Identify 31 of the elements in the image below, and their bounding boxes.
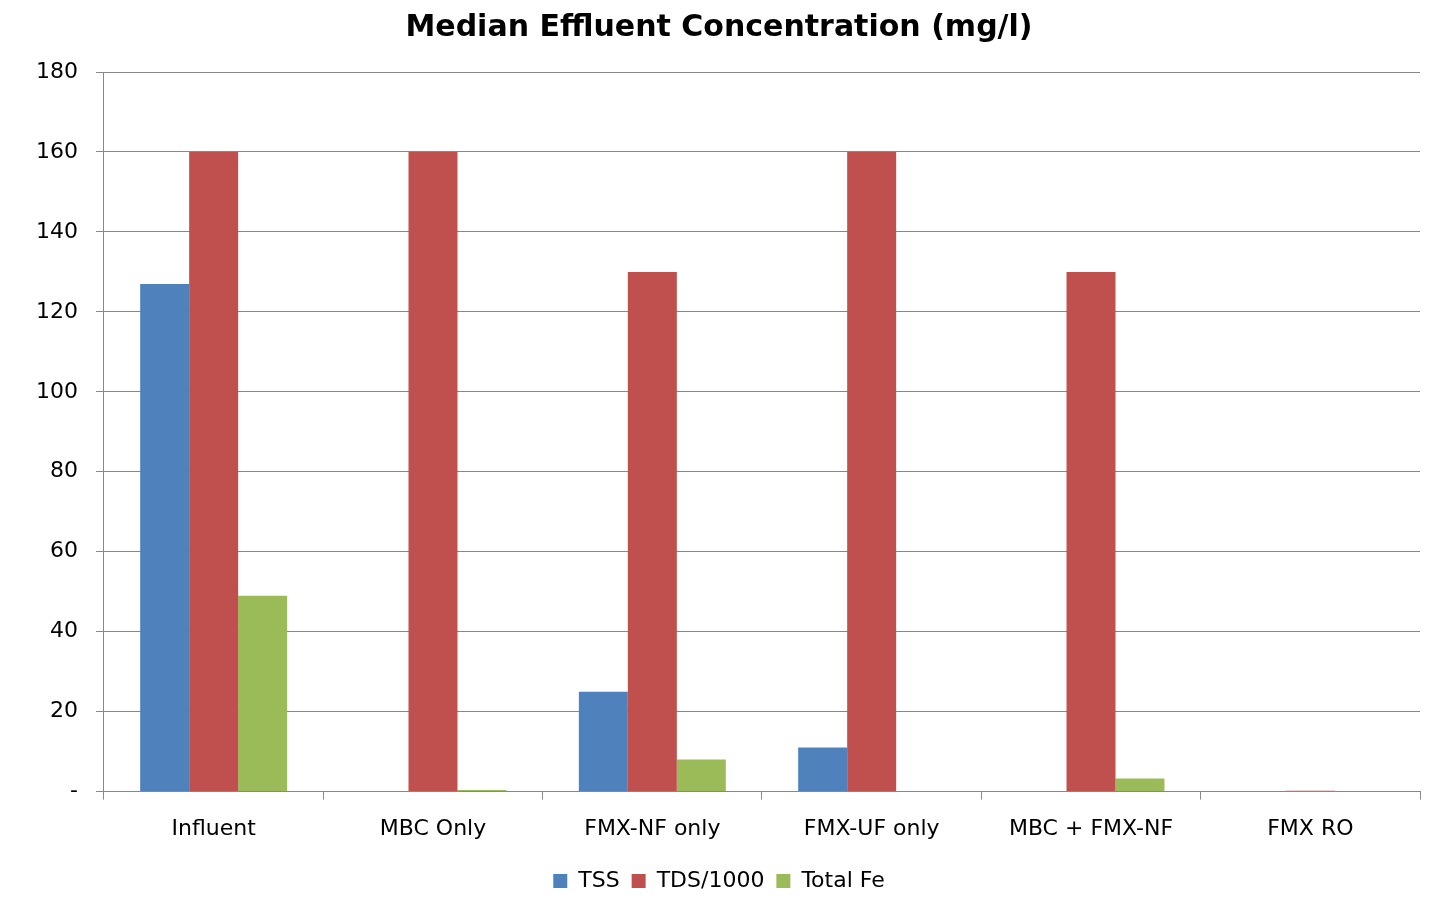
bar bbox=[578, 691, 628, 792]
legend-label: TDS/1000 bbox=[655, 866, 765, 892]
y-tick-label: 120 bbox=[35, 297, 78, 323]
legend-label: TSS bbox=[577, 866, 620, 892]
bar bbox=[798, 747, 848, 792]
bar bbox=[189, 151, 239, 792]
bar bbox=[1115, 778, 1165, 792]
bar bbox=[238, 595, 288, 792]
y-tick-label: 60 bbox=[49, 537, 78, 563]
bar bbox=[140, 283, 190, 792]
y-tick-label: - bbox=[70, 777, 78, 803]
chart-title: Median Effluent Concentration (mg/l) bbox=[405, 7, 1033, 43]
y-tick-label: 80 bbox=[49, 457, 78, 483]
bar bbox=[676, 759, 726, 792]
y-tick-label: 160 bbox=[35, 137, 78, 163]
bar bbox=[1066, 271, 1116, 792]
bar bbox=[627, 271, 677, 792]
bar bbox=[408, 151, 458, 792]
y-tick-label: 20 bbox=[49, 697, 78, 723]
x-tick-label: FMX RO bbox=[1267, 814, 1354, 840]
x-tick-label: MBC + FMX-NF bbox=[1008, 814, 1174, 840]
bar bbox=[847, 151, 897, 792]
legend-label: Total Fe bbox=[800, 866, 885, 892]
y-tick-label: 140 bbox=[35, 217, 78, 243]
y-tick-label: 100 bbox=[35, 377, 78, 403]
x-tick-label: FMX-NF only bbox=[584, 814, 721, 840]
y-tick-label: 40 bbox=[49, 617, 78, 643]
x-tick-label: Influent bbox=[171, 814, 257, 840]
x-tick-label: MBC Only bbox=[379, 814, 487, 840]
y-tick-label: 180 bbox=[35, 57, 78, 83]
x-tick-label: FMX-UF only bbox=[803, 814, 940, 840]
